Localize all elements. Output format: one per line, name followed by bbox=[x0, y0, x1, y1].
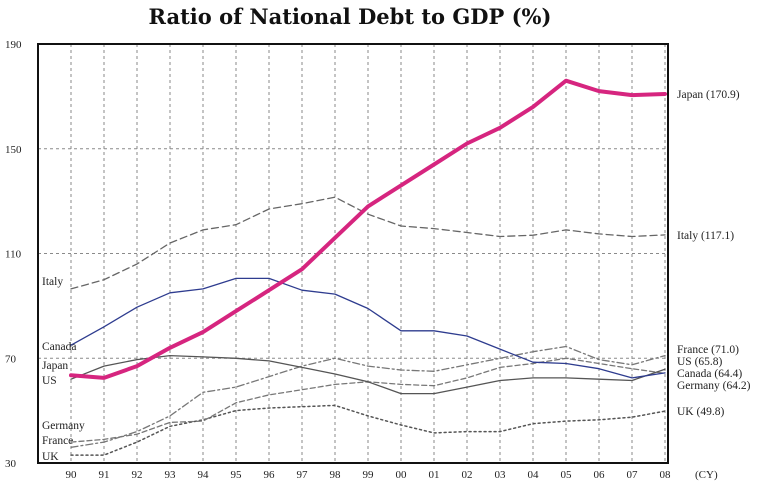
x-tick-label: 95 bbox=[231, 469, 243, 481]
series-start-label: Japan bbox=[42, 360, 68, 372]
y-tick-label: 70 bbox=[5, 353, 17, 365]
series-end-label: Italy (117.1) bbox=[677, 230, 734, 242]
x-tick-label: 07 bbox=[627, 469, 639, 481]
x-tick-label: 96 bbox=[264, 469, 276, 481]
series-start-label: France bbox=[42, 435, 73, 447]
x-tick-label: 02 bbox=[462, 469, 473, 481]
y-tick-label: 110 bbox=[5, 249, 22, 261]
x-tick-label: 00 bbox=[396, 469, 408, 481]
x-tick-label: 97 bbox=[297, 469, 309, 481]
series-start-label: US bbox=[42, 375, 57, 387]
x-tick-label: 94 bbox=[198, 469, 210, 481]
x-tick-label: 03 bbox=[495, 469, 507, 481]
series-line-us bbox=[70, 354, 666, 395]
y-tick-label: 30 bbox=[5, 458, 17, 470]
series-line-canada bbox=[70, 277, 666, 379]
series-start-label: Germany bbox=[42, 420, 85, 432]
series-end-label: France (71.0) bbox=[677, 344, 739, 356]
series-end-label: Canada (64.4) bbox=[677, 368, 742, 380]
series-start-label: UK bbox=[42, 451, 59, 463]
chart-title: Ratio of National Debt to GDP (%) bbox=[148, 4, 552, 29]
x-tick-label: 99 bbox=[363, 469, 375, 481]
x-tick-label: 92 bbox=[132, 469, 143, 481]
series-line-italy bbox=[70, 196, 666, 290]
x-unit-label: (CY) bbox=[695, 469, 718, 481]
x-tick-label: 90 bbox=[66, 469, 78, 481]
series-line-japan bbox=[69, 78, 667, 380]
series-start-label: Italy bbox=[42, 276, 63, 288]
x-tick-label: 04 bbox=[528, 469, 540, 481]
x-tick-label: 98 bbox=[330, 469, 342, 481]
y-tick-label: 150 bbox=[5, 144, 22, 156]
series-line-uk bbox=[70, 404, 666, 456]
series-end-label: US (65.8) bbox=[677, 356, 723, 368]
series-end-label: Germany (64.2) bbox=[677, 380, 751, 392]
y-tick-label: 190 bbox=[5, 39, 22, 51]
x-tick-label: 93 bbox=[165, 469, 177, 481]
x-tick-label: 06 bbox=[594, 469, 606, 481]
x-tick-label: 05 bbox=[561, 469, 573, 481]
x-tick-label: 01 bbox=[429, 469, 440, 481]
series-line-france bbox=[70, 345, 666, 448]
series-end-label: Japan (170.9) bbox=[677, 89, 740, 101]
series-start-label: Canada bbox=[42, 341, 76, 353]
plot-frame bbox=[37, 43, 669, 464]
x-tick-label: 91 bbox=[99, 469, 110, 481]
series-end-label: UK (49.8) bbox=[677, 406, 724, 418]
x-tick-label: 08 bbox=[660, 469, 672, 481]
